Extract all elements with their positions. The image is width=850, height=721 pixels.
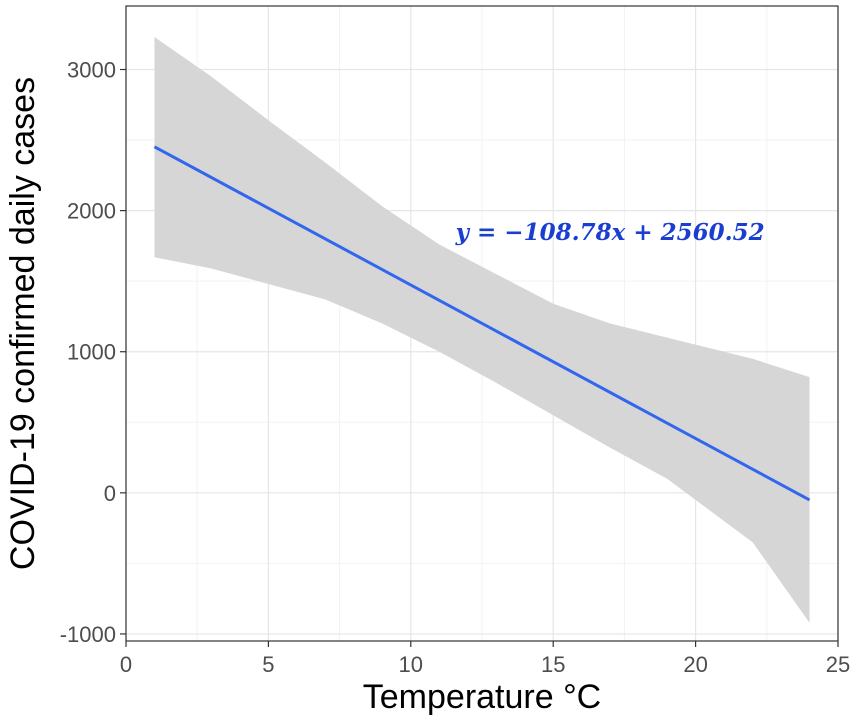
x-tick-label: 0 (120, 652, 132, 677)
y-tick-label: 3000 (67, 58, 116, 83)
y-tick-label: 0 (104, 481, 116, 506)
x-tick-label: 10 (399, 652, 423, 677)
y-tick-label: 1000 (67, 340, 116, 365)
x-tick-label: 25 (826, 652, 850, 677)
confidence-band (154, 37, 810, 623)
minor-gridlines (126, 6, 838, 641)
y-axis-title: COVID-19 confirmed daily cases (4, 77, 42, 570)
y-axis-ticks: -1000 0 1000 2000 3000 (60, 58, 126, 647)
x-tick-label: 5 (262, 652, 274, 677)
plot-frame (125, 5, 839, 642)
x-tick-label: 15 (541, 652, 565, 677)
x-tick-label: 20 (683, 652, 707, 677)
regression-equation: y = −108.78x + 2560.52 (455, 219, 765, 246)
regression-line (153, 145, 811, 502)
x-axis-ticks: 0 5 10 15 20 25 (120, 641, 850, 677)
y-tick-label: 2000 (67, 199, 116, 224)
y-tick-label: -1000 (60, 622, 116, 647)
x-axis-title: Temperature °C (363, 678, 601, 716)
